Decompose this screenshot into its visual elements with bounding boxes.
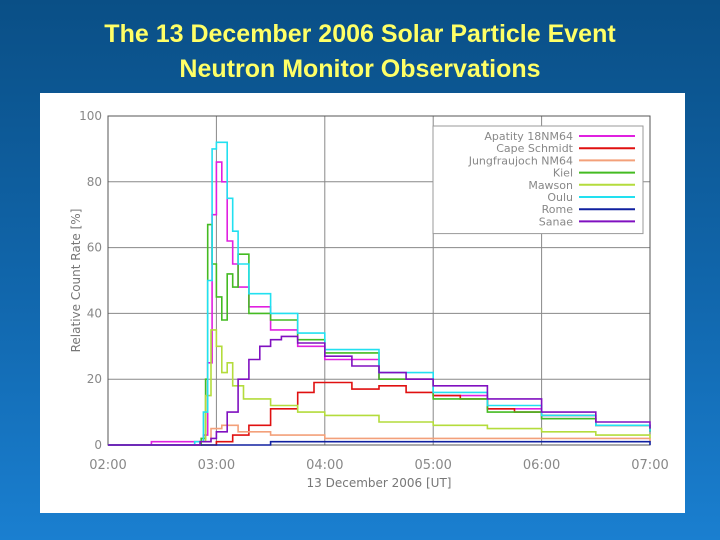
y-tick-label: 100 — [79, 109, 102, 123]
y-axis-label: Relative Count Rate [%] — [69, 209, 83, 353]
legend-label: Jungfraujoch NM64 — [468, 154, 573, 167]
slide-title-line-2: Neutron Monitor Observations — [179, 55, 541, 83]
y-tick-label: 20 — [87, 372, 102, 386]
chart-panel: 0 20 40 60 80 100 02:00 03:00 04:00 05:00 06:00 07… — [40, 93, 685, 513]
series-layer — [108, 141, 651, 446]
x-tick-label: 07:00 — [631, 458, 668, 473]
series-line — [108, 329, 651, 446]
legend-label: Mawson — [528, 179, 573, 192]
series-line — [108, 440, 651, 446]
x-tick-label: 05:00 — [414, 458, 451, 473]
legend-label: Cape Schmidt — [496, 142, 573, 155]
legend-box — [432, 125, 644, 235]
y-tick-label: 60 — [87, 241, 102, 255]
neutron-monitor-chart: 0 20 40 60 80 100 02:00 03:00 04:00 05:00 06:00 07… — [69, 109, 669, 490]
legend-label: Apatity 18NM64 — [484, 130, 573, 143]
x-axis-label: 13 December 2006 [UT] — [307, 476, 452, 490]
x-tick-label: 04:00 — [306, 458, 343, 473]
legend-label: Sanae — [539, 215, 573, 228]
legend-label: Kiel — [553, 167, 573, 180]
plot-frame — [107, 115, 651, 446]
x-tick-label: 03:00 — [198, 458, 235, 473]
y-tick-label: 0 — [94, 438, 102, 452]
y-tick-label: 40 — [87, 306, 102, 320]
x-ticks: 02:00 03:00 04:00 05:00 06:00 07:00 — [89, 458, 668, 473]
y-ticks: 0 20 40 60 80 100 — [79, 109, 102, 452]
x-tick-label: 06:00 — [523, 458, 560, 473]
x-tick-label: 02:00 — [89, 458, 126, 473]
legend-label: Oulu — [547, 191, 573, 204]
legend-label: Rome — [542, 203, 574, 216]
y-tick-label: 80 — [87, 175, 102, 189]
series-line — [108, 141, 651, 446]
series-line — [108, 335, 651, 446]
slide-title-line-1: The 13 December 2006 Solar Particle Even… — [104, 20, 616, 48]
series-line — [108, 381, 651, 446]
